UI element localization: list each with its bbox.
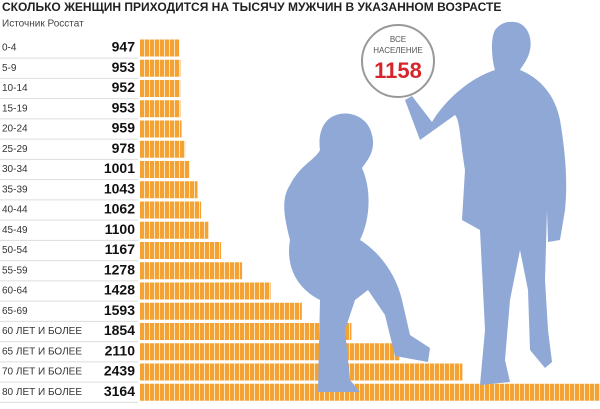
bar	[140, 383, 600, 401]
bar	[140, 363, 463, 381]
category-label: 70 ЛЕТ И БОЛЕЕ	[2, 367, 82, 378]
value-label: 1062	[104, 201, 135, 217]
value-label: 952	[112, 79, 136, 95]
callout-label-2: НАСЕЛЕНИЕ	[373, 46, 423, 55]
value-label: 953	[112, 59, 136, 75]
bar	[140, 120, 182, 138]
bar	[140, 343, 400, 361]
value-label: 1428	[104, 282, 135, 298]
callout: ВСЕ НАСЕЛЕНИЕ 1158	[361, 24, 435, 98]
category-label: 20-24	[2, 124, 28, 135]
value-label: 1593	[104, 302, 135, 318]
category-label: 25-29	[2, 144, 28, 155]
value-label: 1100	[105, 221, 136, 237]
value-label: 1043	[104, 180, 135, 196]
value-label: 2439	[104, 363, 135, 379]
bar	[140, 282, 271, 300]
value-label: 1278	[104, 261, 135, 277]
category-label: 30-34	[2, 164, 28, 175]
value-label: 947	[112, 39, 136, 55]
category-label: 35-39	[2, 184, 28, 195]
bar	[140, 242, 222, 259]
category-label: 15-19	[2, 103, 28, 114]
value-label: 3164	[104, 383, 135, 399]
callout-label: ВСЕ	[390, 35, 406, 44]
category-label: 60 ЛЕТ И БОЛЕЕ	[2, 326, 82, 337]
value-label: 1854	[104, 322, 135, 338]
callout-value: 1158	[374, 58, 422, 83]
chart-subtitle: Источник Росстат	[2, 19, 84, 30]
category-label: 50-54	[2, 245, 28, 256]
value-label: 2110	[105, 342, 136, 358]
bar	[140, 100, 181, 118]
value-label: 1167	[105, 241, 136, 257]
category-label: 40-44	[2, 205, 28, 216]
value-label: 1001	[104, 160, 135, 176]
bar	[140, 221, 209, 239]
bar	[140, 140, 186, 158]
category-label: 60-64	[2, 286, 28, 297]
bar	[140, 80, 181, 97]
callout-circle	[361, 24, 435, 98]
chart-title: СКОЛЬКО ЖЕНЩИН ПРИХОДИТСЯ НА ТЫСЯЧУ МУЖЧ…	[2, 0, 501, 14]
bar	[140, 201, 202, 219]
value-label: 959	[112, 120, 136, 136]
category-label: 45-49	[2, 225, 28, 236]
category-label: 65-69	[2, 306, 28, 317]
bar	[140, 39, 180, 57]
value-label: 978	[112, 140, 136, 156]
silhouettes	[284, 21, 567, 393]
value-label: 953	[112, 99, 136, 115]
category-label: 65 ЛЕТ И БОЛЕЕ	[2, 346, 82, 357]
category-label: 80 ЛЕТ И БОЛЕЕ	[2, 387, 82, 398]
category-label: 55-59	[2, 265, 28, 276]
bar	[140, 323, 352, 340]
bar	[140, 181, 198, 199]
bar	[140, 161, 190, 178]
bar	[140, 262, 243, 280]
category-label: 10-14	[2, 83, 28, 94]
category-label: 0-4	[2, 43, 17, 54]
category-label: 5-9	[2, 63, 17, 74]
bar	[140, 302, 302, 320]
bar	[140, 59, 181, 77]
